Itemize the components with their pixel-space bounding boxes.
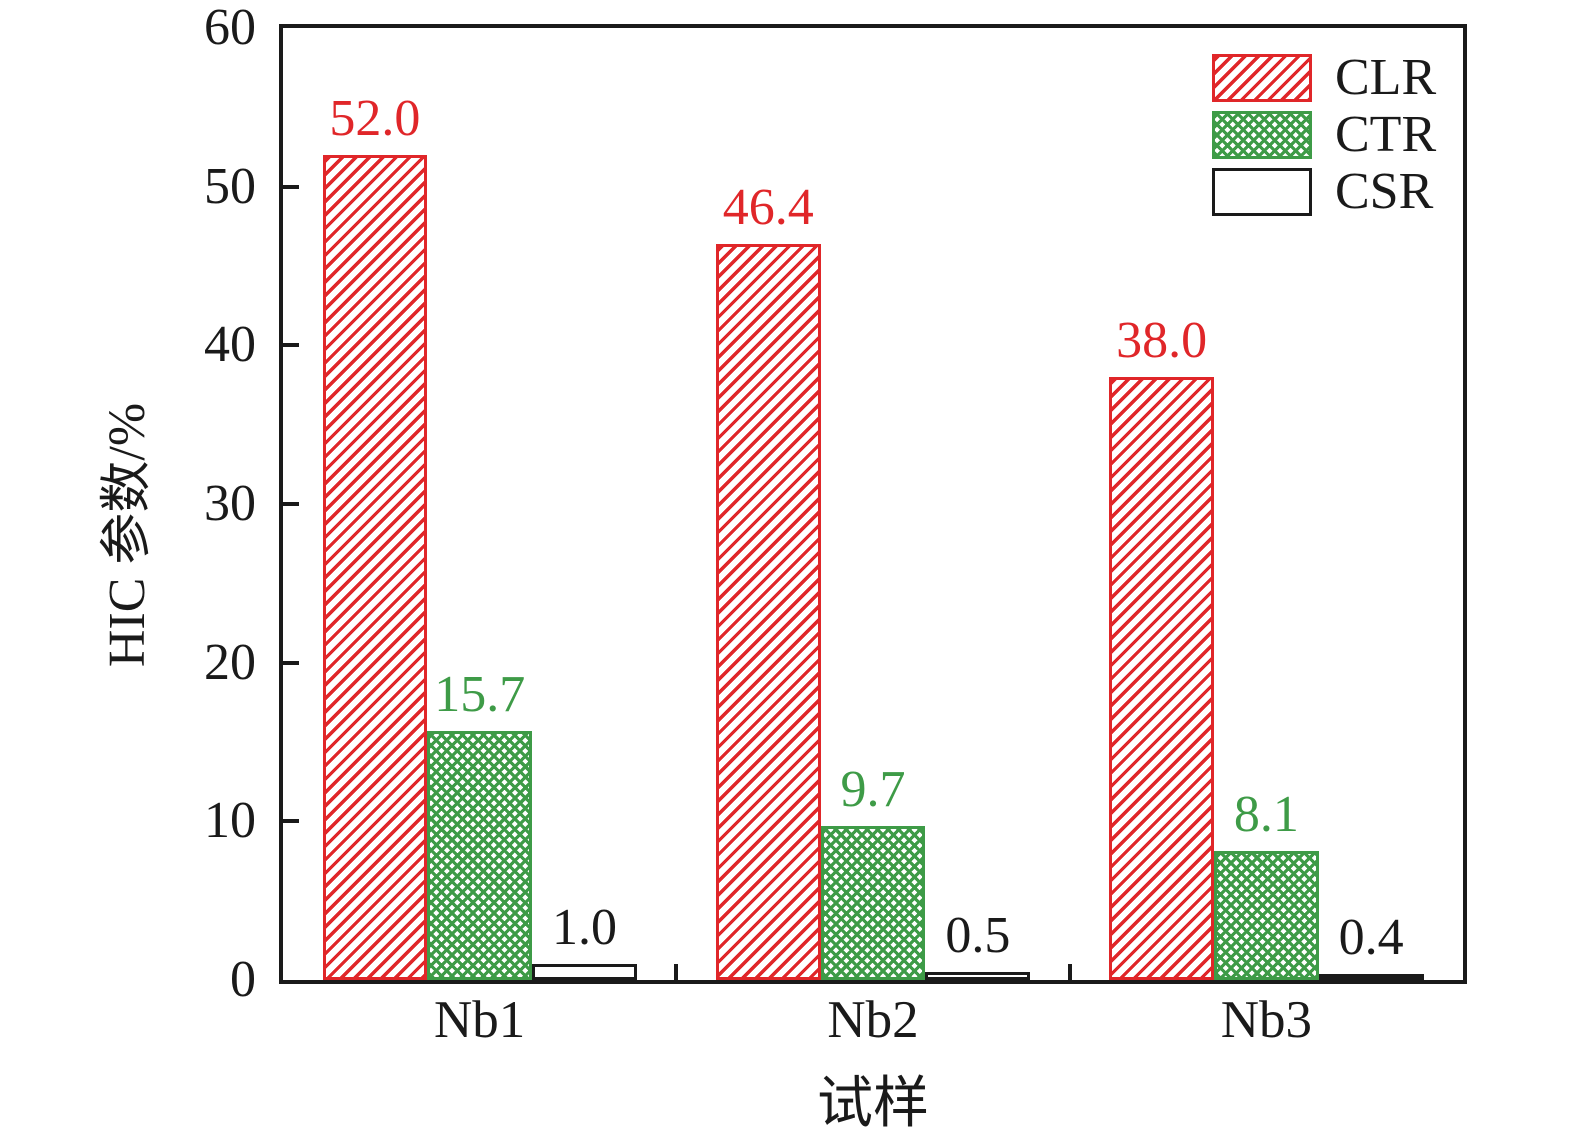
y-tick: [283, 502, 299, 506]
bar-value-label: 15.7: [434, 665, 526, 723]
bar-value-label: 9.7: [840, 761, 906, 819]
x-category-label: Nb1: [434, 991, 526, 1049]
bar-value-label: 1.0: [552, 899, 617, 957]
bar-value-label: 0.5: [945, 907, 1011, 965]
bar-clr-nb1: [322, 154, 428, 980]
y-tick-label: 40: [204, 316, 256, 374]
bar-clr-nb2: [715, 243, 821, 980]
y-tick: [283, 819, 299, 824]
y-axis-title: HIC 参数/%: [99, 402, 156, 668]
bar-ctr-nb3: [1213, 851, 1319, 980]
legend-swatch-diagonal-hatch-icon: [1212, 54, 1312, 102]
bar-ctr-nb2: [820, 826, 926, 980]
bar-csr-nb1: [532, 964, 637, 980]
y-tick-label: 20: [204, 633, 256, 691]
bar-value-label: 8.1: [1233, 786, 1299, 844]
bar-ctr-nb1: [427, 730, 533, 980]
bar-value-label: 38.0: [1116, 312, 1208, 370]
x-category-label: Nb3: [1220, 991, 1312, 1049]
legend-item-clr: CLR: [1212, 49, 1437, 106]
x-axis-title: 试样: [817, 1073, 929, 1135]
bar-value-label: 0.4: [1338, 908, 1404, 966]
legend-swatch-crosshatch-icon: [1212, 111, 1312, 159]
y-tick: [283, 343, 299, 348]
bar-clr-nb3: [1109, 377, 1214, 980]
legend-label: CTR: [1335, 106, 1437, 163]
legend-label: CLR: [1335, 49, 1437, 106]
y-tick-label: 0: [230, 951, 256, 1008]
bar-csr-nb3: [1318, 973, 1424, 980]
x-tick: [1067, 964, 1072, 980]
bar-value-label: 46.4: [722, 178, 814, 236]
legend-label: CSR: [1335, 163, 1434, 220]
y-tick-label: 30: [204, 475, 256, 532]
bar-value-label: 52.0: [329, 89, 421, 147]
bar-csr-nb2: [925, 972, 1031, 980]
y-tick-label: 10: [204, 792, 256, 850]
y-tick: [283, 660, 299, 665]
x-category-label: Nb2: [827, 991, 919, 1049]
x-tick: [674, 964, 679, 980]
legend-item-ctr: CTR: [1212, 106, 1437, 163]
legend-item-csr: CSR: [1212, 163, 1434, 220]
y-tick-label: 50: [204, 157, 256, 215]
y-tick: [283, 184, 299, 189]
legend-swatch-plain-icon: [1212, 168, 1312, 216]
y-tick-label: 60: [204, 0, 256, 56]
